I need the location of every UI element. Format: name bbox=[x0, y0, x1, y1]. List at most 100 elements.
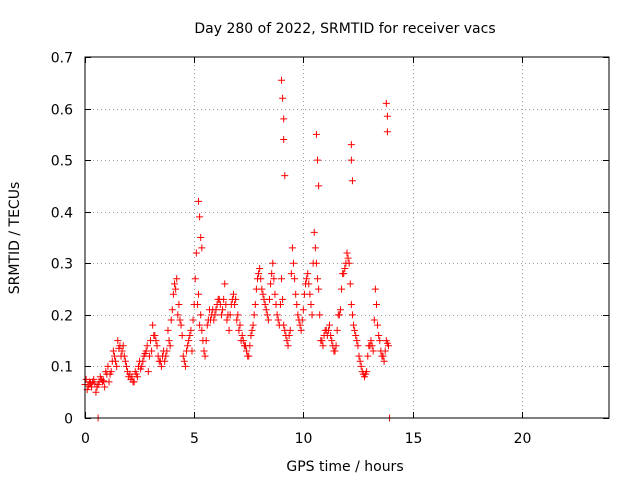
grid-lines bbox=[85, 57, 609, 418]
y-axis-label: SRMTID / TECUs bbox=[7, 182, 23, 295]
data-point bbox=[187, 326, 195, 334]
data-point bbox=[255, 270, 263, 278]
data-point bbox=[270, 275, 278, 283]
data-point bbox=[376, 337, 384, 345]
data-point bbox=[141, 350, 149, 358]
data-point bbox=[287, 270, 295, 278]
data-point bbox=[249, 321, 257, 329]
data-point bbox=[248, 326, 256, 334]
data-point bbox=[352, 331, 360, 339]
data-point bbox=[327, 331, 335, 339]
data-point bbox=[222, 301, 230, 309]
data-point bbox=[239, 337, 247, 345]
data-point bbox=[167, 316, 175, 324]
data-point bbox=[93, 383, 101, 391]
data-point bbox=[354, 342, 362, 350]
data-point bbox=[355, 352, 363, 360]
data-point bbox=[221, 280, 229, 288]
data-point bbox=[198, 244, 206, 252]
data-point bbox=[279, 295, 287, 303]
data-point bbox=[176, 316, 184, 324]
x-tick-label: 15 bbox=[405, 431, 423, 447]
data-point bbox=[115, 344, 123, 352]
data-point bbox=[166, 342, 174, 350]
data-point bbox=[219, 306, 227, 314]
data-point bbox=[343, 249, 351, 257]
y-tick-label: 0.3 bbox=[51, 257, 73, 273]
data-point bbox=[213, 301, 221, 309]
data-point bbox=[161, 357, 169, 365]
data-point bbox=[311, 244, 319, 252]
data-point bbox=[314, 275, 322, 283]
data-point bbox=[285, 331, 293, 339]
data-point bbox=[149, 321, 157, 329]
data-point bbox=[281, 172, 289, 180]
data-point bbox=[148, 347, 156, 355]
data-point bbox=[145, 352, 153, 360]
data-point bbox=[203, 321, 211, 329]
scatter-points bbox=[81, 76, 394, 422]
data-point bbox=[234, 311, 242, 319]
data-point bbox=[174, 311, 182, 319]
data-point bbox=[110, 352, 118, 360]
data-point bbox=[150, 331, 158, 339]
data-point bbox=[231, 301, 239, 309]
data-point bbox=[316, 311, 324, 319]
data-point bbox=[297, 326, 305, 334]
data-point bbox=[351, 326, 359, 334]
data-point bbox=[191, 275, 199, 283]
data-point bbox=[357, 362, 365, 370]
data-point bbox=[172, 285, 180, 293]
data-point bbox=[200, 347, 208, 355]
x-tick-label: 0 bbox=[81, 431, 90, 447]
data-point bbox=[165, 337, 173, 345]
data-point bbox=[108, 357, 116, 365]
data-point bbox=[177, 321, 185, 329]
data-point bbox=[280, 136, 288, 144]
data-point bbox=[329, 342, 337, 350]
data-point bbox=[341, 264, 349, 272]
data-point bbox=[292, 290, 300, 298]
data-point bbox=[243, 347, 251, 355]
data-point bbox=[105, 378, 113, 386]
data-point bbox=[92, 388, 100, 396]
data-point bbox=[164, 326, 172, 334]
data-point bbox=[106, 370, 114, 378]
x-tick-label: 5 bbox=[190, 431, 199, 447]
data-point bbox=[256, 264, 264, 272]
y-tick-label: 0.7 bbox=[51, 51, 73, 67]
data-point bbox=[193, 301, 201, 309]
data-point bbox=[271, 290, 279, 298]
y-tick-label: 0.1 bbox=[51, 360, 73, 376]
chart-title: Day 280 of 2022, SRMTID for receiver vac… bbox=[194, 21, 495, 37]
data-point bbox=[312, 130, 320, 138]
data-point bbox=[307, 301, 315, 309]
data-point bbox=[175, 301, 183, 309]
data-point bbox=[220, 295, 228, 303]
data-point bbox=[381, 347, 389, 355]
y-tick-label: 0.6 bbox=[51, 103, 73, 119]
data-point bbox=[197, 311, 205, 319]
data-point bbox=[139, 357, 147, 365]
data-point bbox=[310, 228, 318, 236]
data-point bbox=[298, 316, 306, 324]
data-point bbox=[261, 301, 269, 309]
data-point bbox=[186, 331, 194, 339]
data-point bbox=[104, 362, 112, 370]
data-point bbox=[290, 259, 298, 267]
data-point bbox=[195, 290, 203, 298]
data-point bbox=[364, 352, 372, 360]
data-point bbox=[338, 285, 346, 293]
data-point bbox=[185, 337, 193, 345]
data-point bbox=[348, 311, 356, 319]
data-point bbox=[299, 306, 307, 314]
data-point bbox=[117, 352, 125, 360]
data-point bbox=[189, 316, 197, 324]
data-point bbox=[226, 311, 234, 319]
data-point bbox=[183, 347, 191, 355]
data-point bbox=[263, 311, 271, 319]
data-point bbox=[169, 290, 177, 298]
data-point bbox=[347, 156, 355, 164]
data-point bbox=[233, 316, 241, 324]
